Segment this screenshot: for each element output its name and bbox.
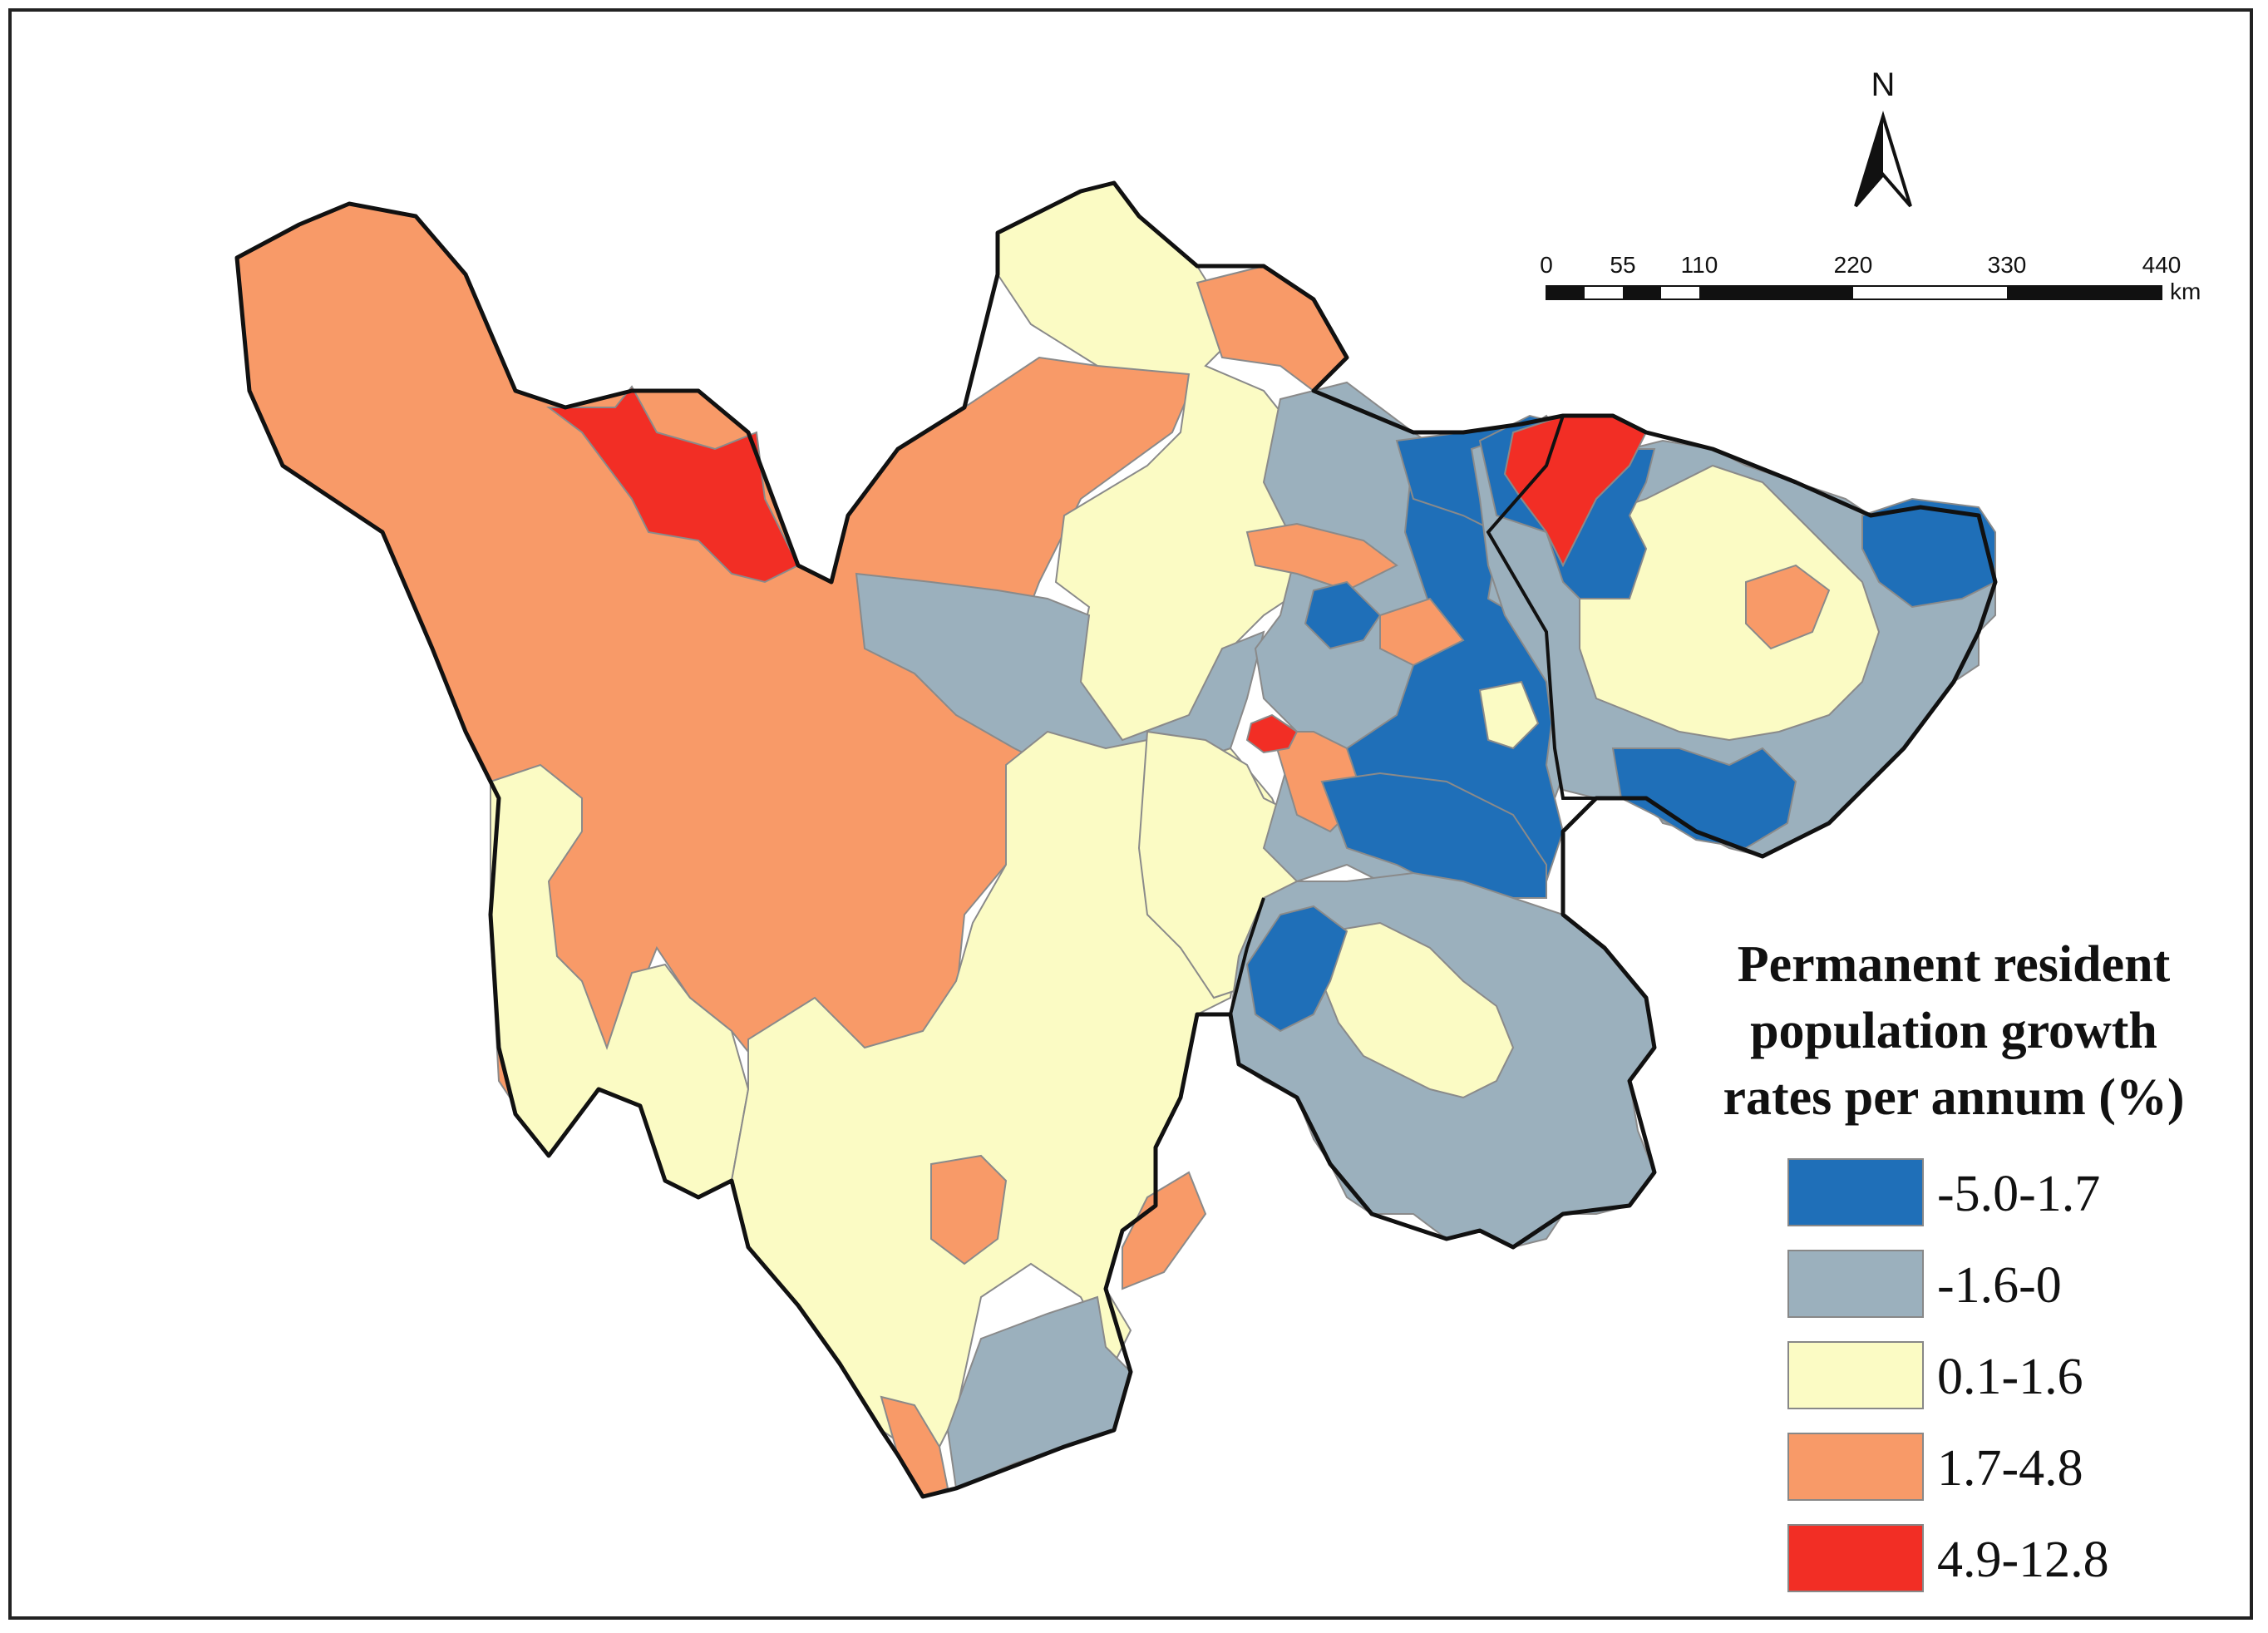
region-southeast-growth-0-1-1-6: [1320, 921, 1515, 1099]
legend-swatch: [1787, 1433, 1924, 1501]
region-east-growth-1-7-4-8-c: [1379, 597, 1465, 667]
region-central-east-growth-5-0-1-7: [1320, 772, 1547, 899]
scale-tick-220: 220: [1834, 252, 1873, 278]
region-south-growth-1-7-4-8: [1122, 1171, 1207, 1290]
region-central-growth-1-7-4-8-b: [930, 1154, 1008, 1265]
north-label: N: [1871, 67, 1896, 103]
legend-label: 4.9-12.8: [1937, 1532, 2109, 1588]
scale-bar: 0 55 110 220 330 440 km: [1540, 252, 2201, 304]
scale-tick-55: 55: [1610, 252, 1635, 278]
scale-tick-440: 440: [2142, 252, 2182, 278]
legend-title-line-2: population growth: [1750, 1003, 2157, 1059]
legend-label: -1.6-0: [1937, 1257, 2062, 1314]
province-internal-boundary-south: [1229, 897, 1265, 1015]
province-internal-boundary: [1486, 415, 1596, 800]
legend-item: -1.6-0: [1787, 1250, 2203, 1341]
legend-title-line-1: Permanent resident: [1737, 936, 2171, 993]
region-far-east-growth-1-7-4-8: [1745, 564, 1831, 650]
legend-title: Permanent resident population growth rat…: [1654, 931, 2253, 1131]
legend-swatch: [1787, 1524, 1924, 1592]
province-outline: [234, 180, 1998, 1499]
region-capital-growth-4-9-12-8: [1245, 713, 1299, 754]
north-arrow-icon: N: [1854, 67, 1912, 208]
scale-unit: km: [2170, 279, 2201, 304]
region-east-growth-1-7-4-8: [1245, 522, 1398, 592]
legend-label: -5.0-1.7: [1937, 1166, 2101, 1222]
legend-label: 0.1-1.6: [1937, 1349, 2083, 1405]
region-southeast-growth-5-0-1-7: [1245, 905, 1348, 1033]
legend-item: 0.1-1.6: [1787, 1341, 2203, 1433]
legend: -5.0-1.7 -1.6-0 0.1-1.6 1.7-4.8 4.9-12.8: [1787, 1158, 2203, 1616]
region-far-east-growth-0-1-1-6: [1579, 464, 1881, 742]
legend-item: -5.0-1.7: [1787, 1158, 2203, 1250]
region-far-east-bottom-growth-5-0-1-7: [1611, 747, 1797, 850]
region-central-growth-5-0-1-7: [1304, 580, 1382, 650]
region-far-east-right-growth-5-0-1-7: [1861, 497, 1996, 609]
region-east-growth-0-1-1-6: [1478, 680, 1540, 750]
scale-tick-110: 110: [1681, 252, 1718, 278]
legend-title-line-3: rates per annum (%): [1723, 1069, 2185, 1126]
legend-swatch: [1787, 1341, 1924, 1409]
legend-label: 1.7-4.8: [1937, 1440, 2083, 1497]
legend-item: 1.7-4.8: [1787, 1433, 2203, 1524]
legend-swatch: [1787, 1250, 1924, 1318]
legend-item: 4.9-12.8: [1787, 1524, 2203, 1616]
region-central-growth-1-6-0: [855, 572, 1265, 775]
legend-swatch: [1787, 1158, 1924, 1226]
scale-tick-0: 0: [1540, 252, 1553, 278]
scale-tick-330: 330: [1988, 252, 2027, 278]
